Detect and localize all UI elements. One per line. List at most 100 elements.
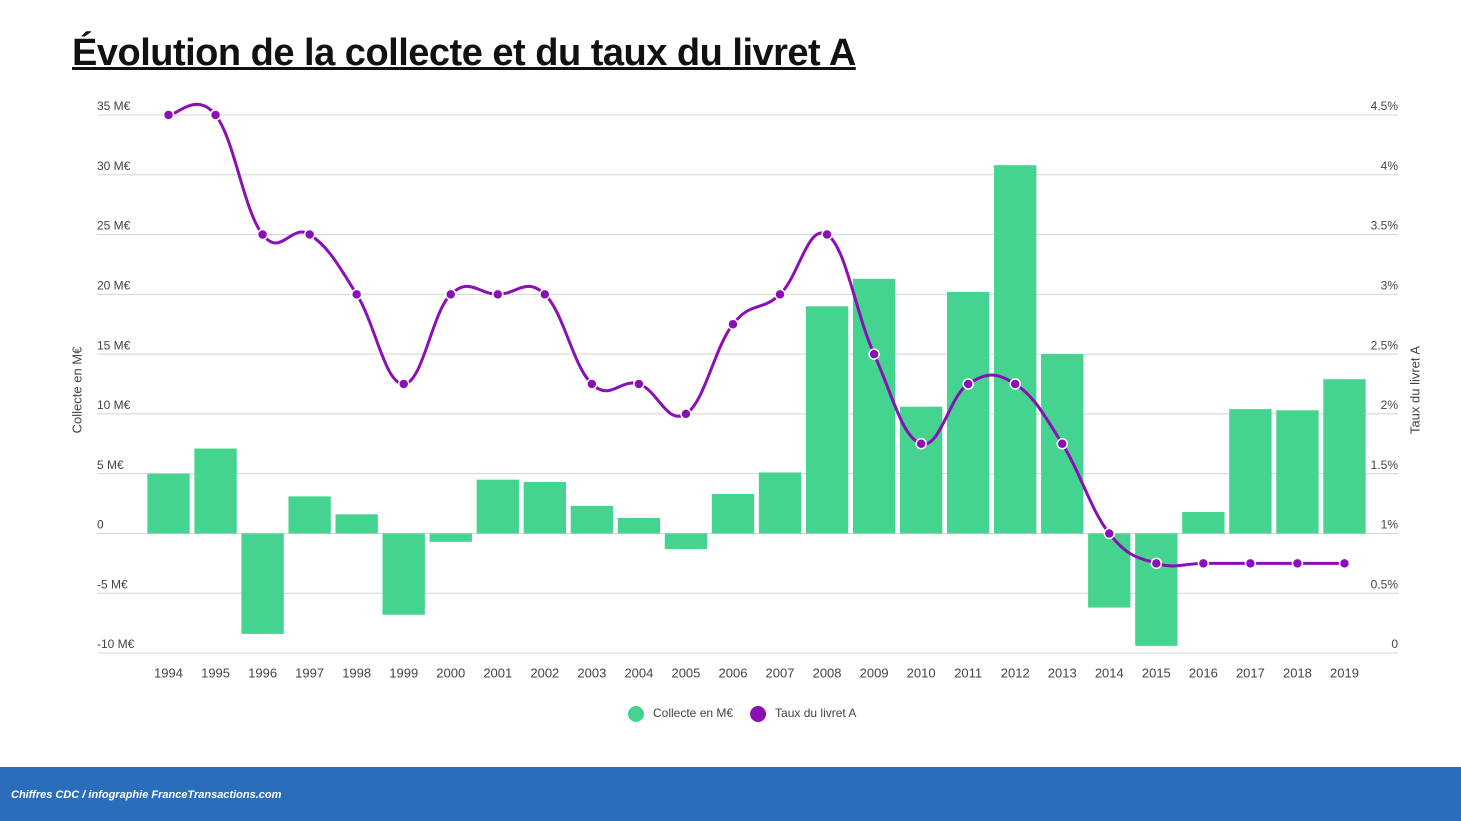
x-tick-label: 2008: [813, 665, 842, 680]
line-point: [1150, 557, 1163, 570]
line-point: [821, 228, 833, 241]
y-tick-label: 25 M€: [97, 219, 131, 233]
legend-label: Taux du livret A: [775, 706, 856, 720]
bar: [570, 505, 614, 534]
x-tick-label: 2014: [1095, 665, 1124, 680]
line-point: [1338, 557, 1351, 570]
y-tick-label: 5 M€: [97, 458, 124, 472]
line-point: [868, 348, 880, 360]
y-tick-label: -10 M€: [97, 637, 135, 651]
x-tick-label: 1997: [295, 665, 324, 680]
x-tick-label: 2002: [530, 665, 559, 680]
x-tick-label: 1994: [154, 665, 183, 680]
y-axis-title: Collecte en M€: [69, 346, 84, 433]
bar: [899, 406, 943, 534]
x-tick-label: 2004: [624, 665, 653, 680]
y-tick-label: 10 M€: [97, 398, 131, 412]
line-point: [633, 378, 645, 390]
x-tick-label: 2013: [1048, 665, 1077, 680]
line-point: [962, 378, 974, 390]
bar: [1088, 533, 1131, 608]
bar: [1229, 409, 1272, 534]
x-tick-label: 2010: [907, 665, 936, 680]
y2-tick-label: 0.5%: [1371, 577, 1399, 591]
line-point: [1009, 378, 1021, 390]
y2-axis-title: Taux du livret A: [1407, 346, 1422, 434]
line-point: [492, 288, 504, 301]
legend-marker: [750, 706, 767, 722]
y2-tick-label: 3.5%: [1371, 219, 1399, 233]
line-point: [209, 109, 222, 121]
bar: [382, 533, 425, 615]
chart: -10 M€ -5 M€ 0 5 M€ 10 M€ 15 M€ 20 M€ 25 M€ 30 M…: [69, 99, 1422, 722]
bar: [1182, 511, 1225, 534]
y2-tick-label: 2.5%: [1371, 338, 1399, 352]
bar: [947, 291, 990, 534]
x-tick-label: 2017: [1236, 665, 1265, 680]
line-point: [1197, 557, 1210, 570]
bar: [241, 533, 284, 634]
x-tick-label: 1996: [248, 665, 277, 680]
bar: [617, 517, 661, 534]
x-tick-label: 1998: [342, 665, 371, 680]
source-note: Chiffres CDC / infographie FranceTransac…: [11, 789, 282, 801]
y2-tick-label: 0: [1391, 637, 1398, 651]
x-tick-label: 2007: [766, 665, 795, 680]
y2-tick-label: 4.5%: [1371, 99, 1399, 113]
x-tick-label: 2000: [436, 665, 465, 680]
legend-label: Collecte en M€: [653, 706, 733, 720]
line-point: [539, 288, 551, 301]
line-point: [1291, 557, 1304, 570]
line-point: [397, 378, 410, 390]
y-tick-label: 20 M€: [97, 279, 131, 293]
chart-title: Évolution de la collecte et du taux du l…: [72, 32, 856, 74]
y2-tick-label: 1%: [1381, 518, 1399, 532]
legend-marker: [628, 706, 644, 722]
bar: [288, 496, 331, 534]
bar: [476, 479, 519, 534]
bar: [147, 473, 190, 534]
line-point: [256, 228, 269, 241]
line-point: [303, 228, 316, 241]
line-point: [680, 408, 692, 420]
x-tick-label: 1995: [201, 665, 230, 680]
x-tick-label: 2005: [671, 665, 700, 680]
x-tick-label: 2016: [1189, 665, 1218, 680]
line-point: [586, 378, 598, 390]
bar: [523, 482, 566, 534]
x-tick-label: 2019: [1330, 665, 1359, 680]
line-point: [727, 318, 739, 330]
bar: [335, 514, 378, 534]
line-point: [445, 288, 457, 301]
x-tick-label: 2015: [1142, 665, 1171, 680]
bar: [805, 306, 849, 534]
bar: [1276, 410, 1319, 534]
y2-tick-label: 3%: [1381, 279, 1399, 293]
y-tick-label: 0: [97, 518, 104, 532]
y2-tick-label: 1.5%: [1371, 458, 1399, 472]
x-tick-label: 2001: [483, 665, 512, 680]
y2-tick-label: 2%: [1381, 398, 1399, 412]
line-point: [162, 109, 175, 121]
x-tick-label: 2018: [1283, 665, 1312, 680]
line-point: [774, 288, 786, 301]
x-tick-label: 2012: [1001, 665, 1030, 680]
line-point: [1056, 438, 1068, 450]
x-tick-label: 2011: [954, 665, 982, 680]
y-tick-label: 35 M€: [97, 99, 131, 113]
bar: [1135, 533, 1178, 646]
x-tick-label: 2006: [719, 665, 748, 680]
line-point: [1244, 557, 1257, 570]
bar: [852, 278, 896, 534]
y-tick-label: -5 M€: [97, 577, 128, 591]
y2-tick-label: 4%: [1381, 159, 1399, 173]
footer: Chiffres CDC / infographie FranceTransac…: [0, 767, 1461, 821]
bar: [758, 472, 802, 534]
x-tick-label: 2009: [860, 665, 889, 680]
line-point: [1103, 527, 1116, 540]
x-tick-label: 2003: [577, 665, 606, 680]
line: [168, 102, 1345, 568]
bar: [194, 448, 237, 534]
bar: [429, 533, 472, 542]
